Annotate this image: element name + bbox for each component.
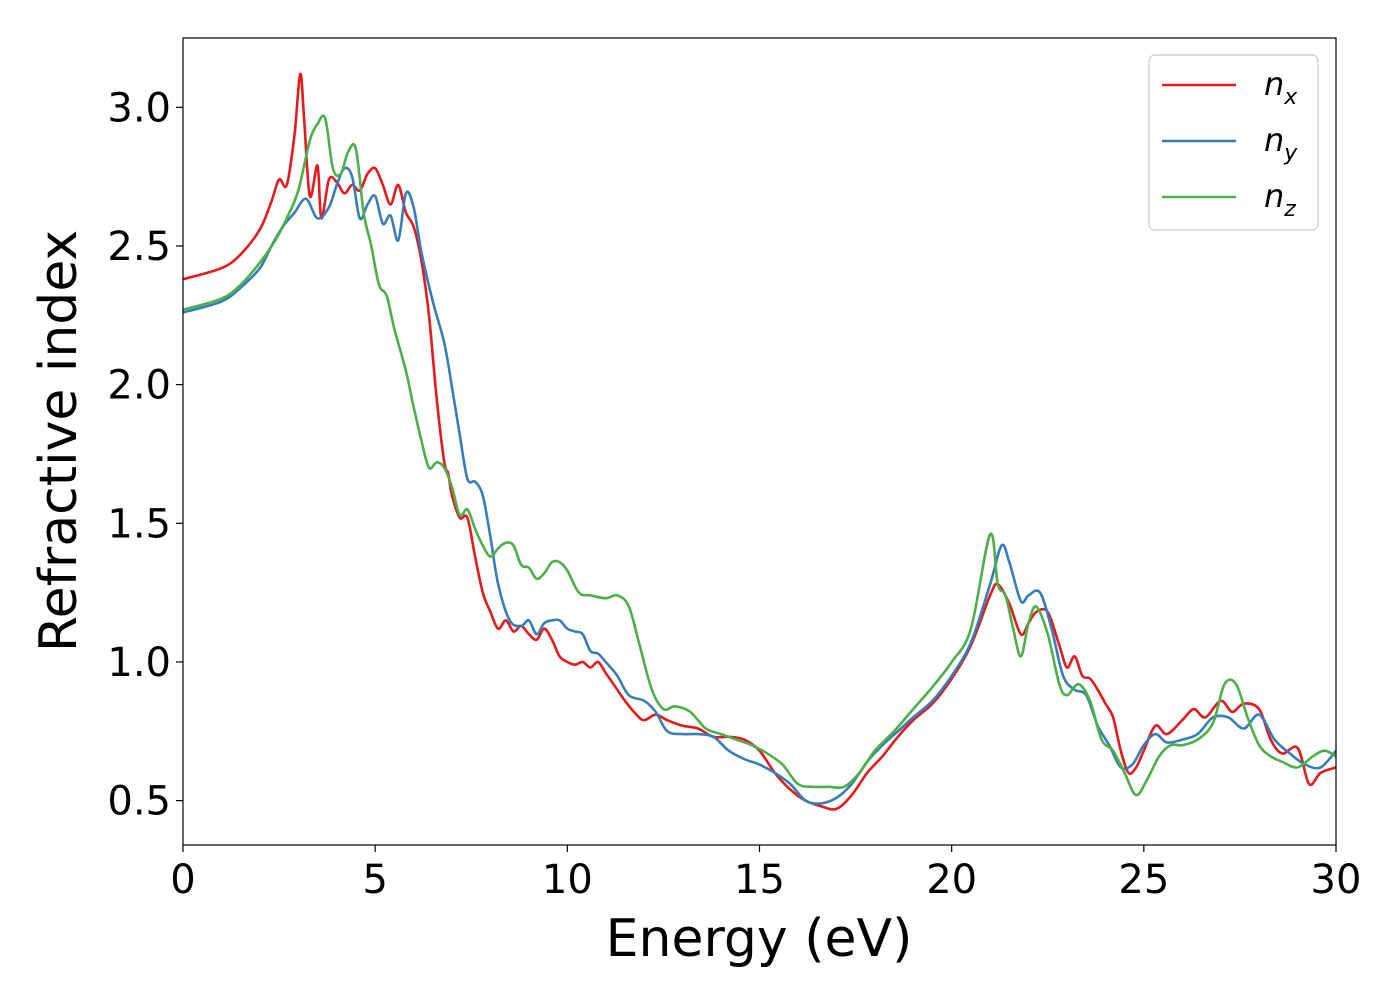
legend-label-subscript: z <box>1283 197 1296 222</box>
y-tick-label: 1.5 <box>107 501 171 547</box>
legend-label-base: n <box>1264 65 1284 103</box>
y-axis: 0.5 1.0 1.5 2.0 2.5 3.0 <box>107 85 183 825</box>
y-tick-label: 2.0 <box>107 363 171 409</box>
legend-box <box>1148 54 1319 231</box>
x-axis: 0 5 10 15 20 25 30 <box>170 845 1361 903</box>
x-axis-title: Energy (eV) <box>606 909 913 969</box>
y-tick-label: 3.0 <box>107 85 171 131</box>
x-tick-label: 25 <box>1118 857 1169 903</box>
series-layer <box>182 72 1337 811</box>
x-tick-label: 30 <box>1311 857 1362 903</box>
series-line-nx <box>182 72 1337 811</box>
legend-label-base: n <box>1264 177 1284 215</box>
legend-label-subscript: y <box>1283 141 1298 166</box>
x-tick-label: 5 <box>362 857 387 903</box>
legend-label-subscript: x <box>1283 85 1298 110</box>
legend-label-nz: nz <box>1264 177 1296 222</box>
y-tick-label: 2.5 <box>107 224 171 270</box>
x-tick-label: 0 <box>170 857 195 903</box>
y-tick-label: 0.5 <box>107 779 171 825</box>
x-tick-label: 20 <box>926 857 977 903</box>
x-tick-label: 15 <box>734 857 785 903</box>
legend-label-nx: nx <box>1264 65 1298 110</box>
y-tick-label: 1.0 <box>107 640 171 686</box>
plot-area <box>183 38 1336 845</box>
series-line-nz <box>182 114 1337 797</box>
y-axis-title: Refractive index <box>29 230 89 652</box>
x-tick-label: 10 <box>542 857 593 903</box>
legend-label-base: n <box>1264 121 1284 159</box>
legend-label-ny: ny <box>1264 121 1298 166</box>
